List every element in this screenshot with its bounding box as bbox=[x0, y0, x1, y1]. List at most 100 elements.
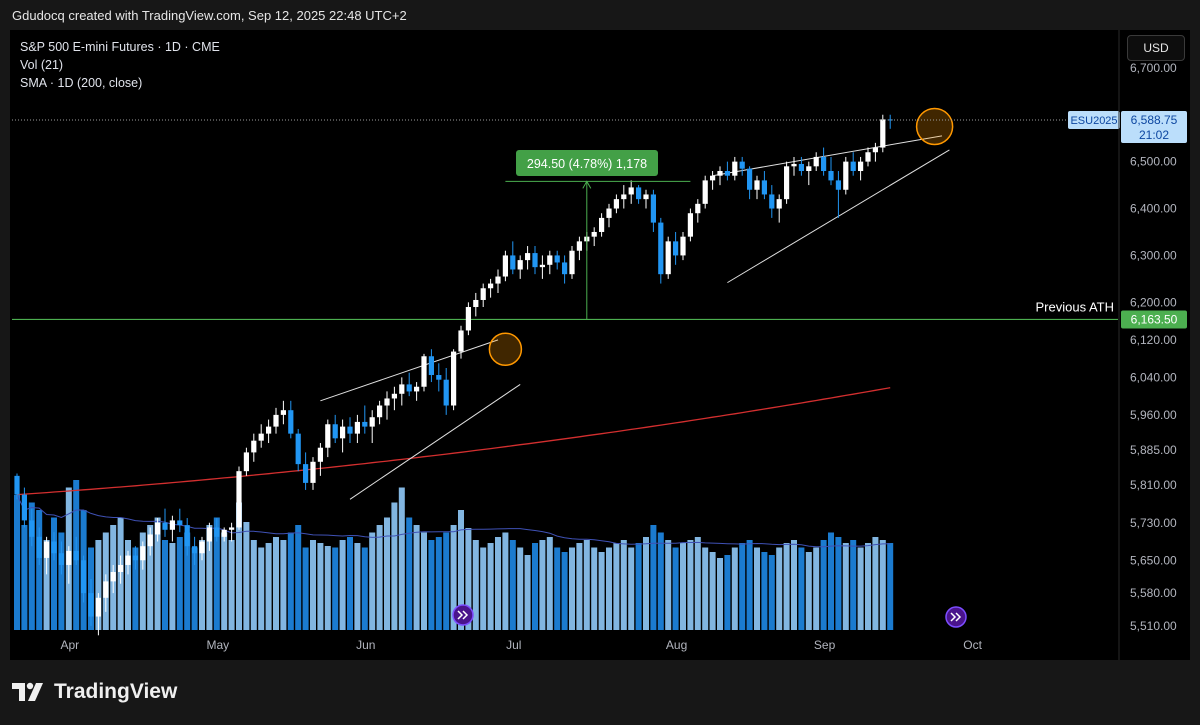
ath-price-tag: 6,163.50 bbox=[1121, 310, 1187, 329]
candle bbox=[569, 246, 575, 279]
price-tick-label: 6,120.00 bbox=[1130, 333, 1177, 347]
legend-symbol[interactable]: S&P 500 E-mini Futures · 1D · CME bbox=[20, 40, 220, 54]
candle-body bbox=[488, 283, 494, 289]
volume-bar bbox=[613, 543, 620, 630]
tradingview-logo[interactable]: TradingView bbox=[12, 680, 177, 704]
candle bbox=[384, 391, 390, 420]
candle-body bbox=[58, 553, 64, 565]
legend-sma[interactable]: SMA · 1D (200, close) bbox=[20, 76, 143, 90]
candle bbox=[539, 255, 545, 279]
volume-bar bbox=[761, 552, 768, 630]
candle-body bbox=[465, 307, 471, 331]
sma-200-path bbox=[16, 387, 891, 496]
volume-bar bbox=[317, 543, 324, 630]
volume-bar bbox=[154, 517, 161, 630]
ath-tag-text: 6,163.50 bbox=[1131, 312, 1178, 326]
volume-bar bbox=[213, 517, 220, 630]
candle bbox=[266, 419, 272, 444]
volume-bar bbox=[36, 510, 43, 630]
candle-body bbox=[214, 527, 220, 537]
attribution-text: Gdudocq created with TradingView.com, Se… bbox=[12, 8, 407, 23]
volume-bar bbox=[184, 532, 191, 630]
volume-bar bbox=[643, 537, 649, 630]
candle-body bbox=[317, 447, 323, 462]
candle-body bbox=[14, 475, 20, 495]
candle bbox=[303, 452, 309, 490]
candle-body bbox=[680, 236, 686, 256]
volume-bar bbox=[443, 532, 450, 630]
volume-bar bbox=[132, 547, 139, 630]
candle bbox=[465, 302, 471, 336]
candle bbox=[850, 152, 856, 176]
volume-bar bbox=[850, 540, 857, 630]
candle-body bbox=[406, 384, 412, 392]
legend-volume[interactable]: Vol (21) bbox=[20, 58, 64, 72]
volume-bar bbox=[502, 532, 509, 630]
candle-body bbox=[73, 550, 79, 561]
candle bbox=[754, 175, 760, 200]
candle bbox=[362, 405, 368, 434]
candle-body bbox=[880, 119, 886, 148]
candle bbox=[155, 518, 161, 542]
candle bbox=[621, 185, 627, 209]
candle bbox=[88, 579, 94, 626]
volume-bar bbox=[310, 540, 316, 630]
candle bbox=[280, 400, 286, 425]
volume-bar bbox=[635, 543, 642, 630]
candle-body bbox=[325, 424, 331, 448]
candle-body bbox=[473, 299, 479, 308]
time-tick-label: Apr bbox=[60, 638, 79, 652]
volume-bar bbox=[820, 540, 827, 630]
candle-body bbox=[806, 166, 812, 172]
volume-bar bbox=[139, 532, 146, 630]
candle-body bbox=[95, 597, 101, 617]
candle-body bbox=[621, 194, 627, 200]
price-tick-label: 5,580.00 bbox=[1130, 586, 1177, 600]
candle bbox=[369, 410, 375, 444]
volume-bar bbox=[702, 547, 709, 630]
candle bbox=[828, 156, 834, 186]
candle-body bbox=[636, 187, 642, 200]
candle-body bbox=[36, 536, 42, 558]
candle bbox=[436, 363, 442, 392]
volume-bar bbox=[524, 555, 531, 630]
candle bbox=[406, 372, 412, 397]
candle-body bbox=[769, 194, 775, 209]
price-tick-label: 5,730.00 bbox=[1130, 516, 1177, 530]
candle bbox=[872, 142, 878, 162]
candle bbox=[325, 419, 331, 458]
candle bbox=[229, 522, 235, 542]
time-tick-label: Oct bbox=[963, 638, 982, 652]
candle-body bbox=[673, 241, 679, 256]
replay-arrow-icon[interactable] bbox=[945, 606, 967, 628]
volume-bar bbox=[95, 540, 102, 630]
candle-body bbox=[428, 356, 434, 376]
candle bbox=[576, 236, 582, 261]
currency-button[interactable]: USD bbox=[1127, 35, 1185, 61]
replay-arrow-icon[interactable] bbox=[452, 604, 474, 626]
candle bbox=[36, 527, 42, 565]
ath-tag-bg bbox=[1121, 310, 1187, 329]
volume-bar bbox=[258, 547, 265, 630]
candle-body bbox=[702, 180, 708, 204]
time-tick-label: Jul bbox=[506, 638, 521, 652]
candle bbox=[517, 255, 523, 279]
volume-bar bbox=[221, 532, 228, 630]
candle bbox=[488, 278, 494, 298]
volume-bar bbox=[857, 547, 864, 630]
symbol-tag-bg bbox=[1068, 111, 1120, 130]
candle bbox=[81, 555, 87, 603]
volume-bar bbox=[435, 537, 442, 630]
candle bbox=[813, 152, 819, 172]
volume-bar bbox=[768, 555, 775, 630]
candle-body bbox=[21, 494, 27, 521]
tradingview-logo-icon bbox=[12, 682, 43, 701]
footer bbox=[0, 660, 1200, 725]
candle-body bbox=[695, 203, 701, 214]
volume-bar bbox=[583, 540, 590, 630]
candle bbox=[480, 283, 486, 308]
price-axis: 6,700.00 6,500.00 6,400.00 6,300.00 6,200.00… bbox=[1118, 30, 1177, 660]
candle bbox=[147, 527, 153, 556]
